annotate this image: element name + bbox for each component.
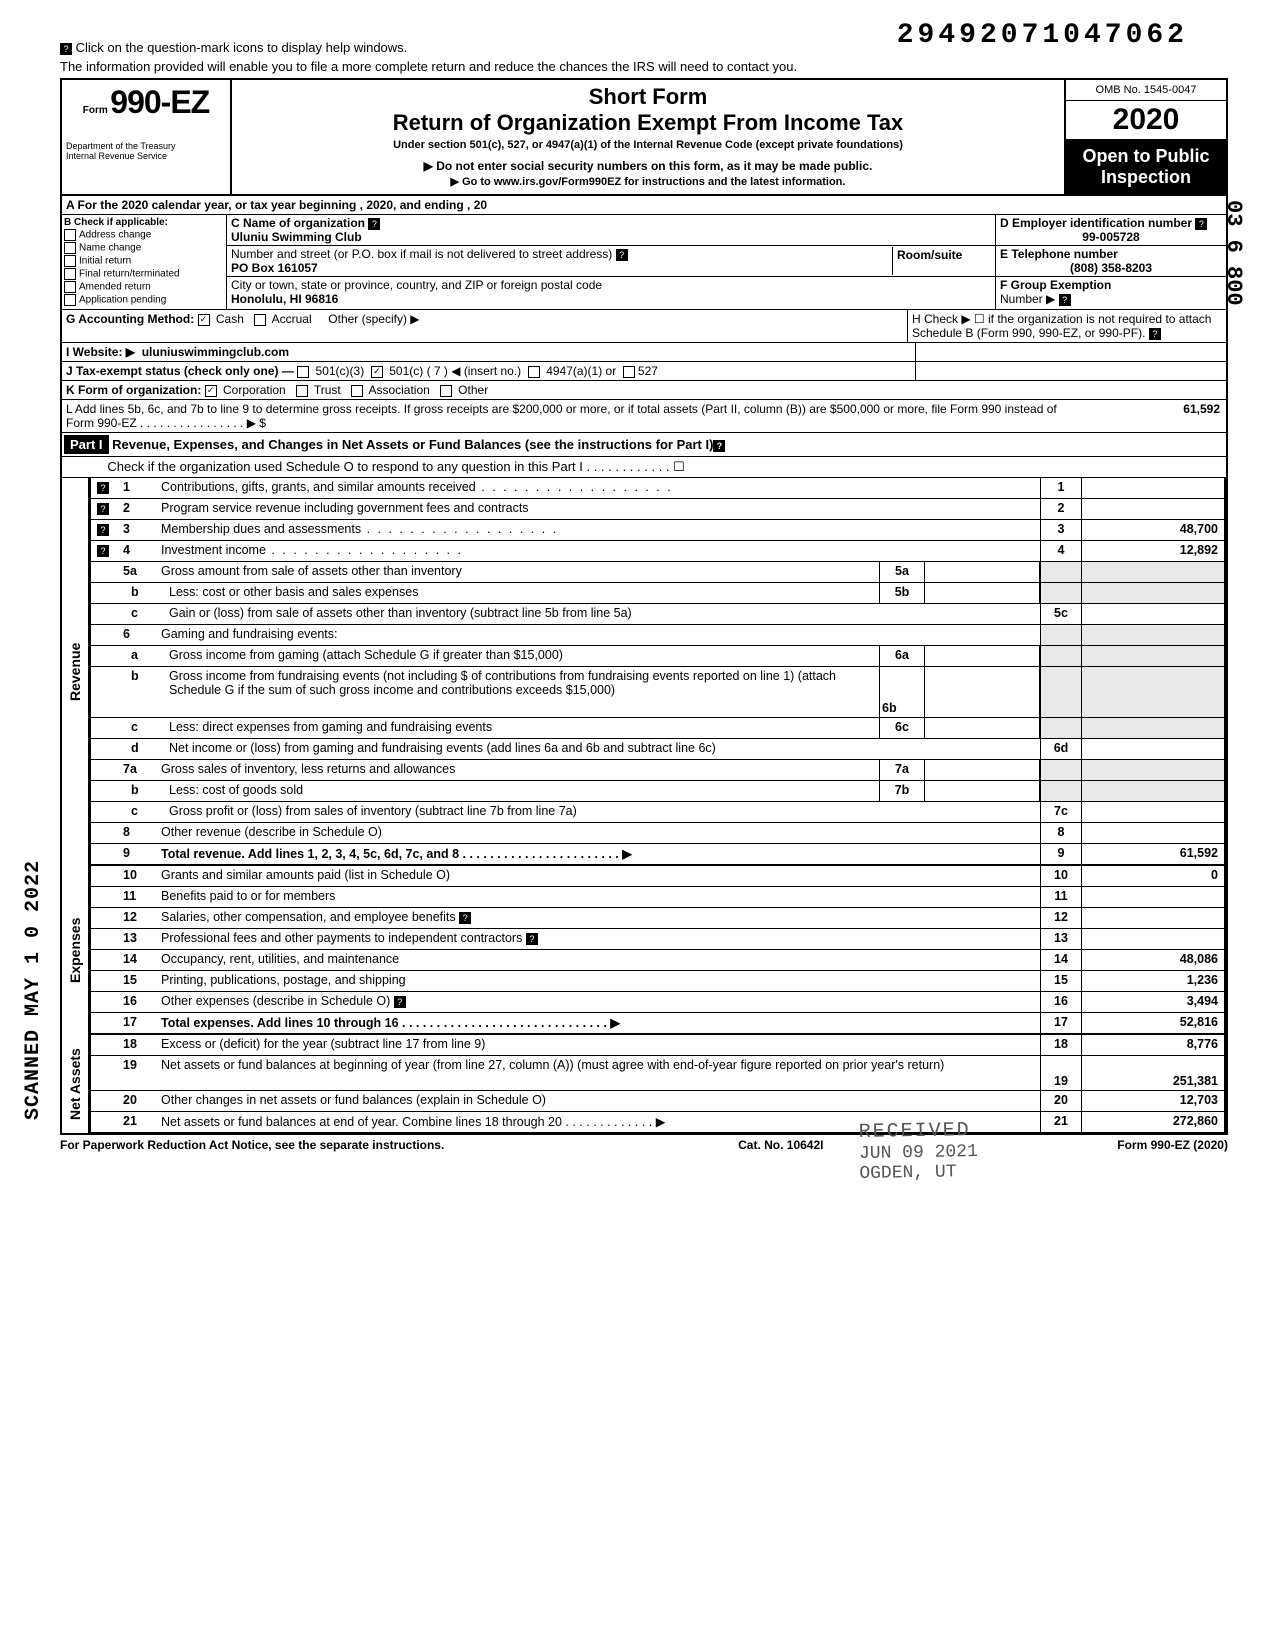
help-icon[interactable]: ?	[616, 249, 628, 261]
line-a: A For the 2020 calendar year, or tax yea…	[60, 196, 1228, 215]
f-number-label: Number ▶	[1000, 292, 1055, 306]
chk-amended-return[interactable]	[64, 281, 76, 293]
subtitle: Under section 501(c), 527, or 4947(a)(1)…	[242, 139, 1054, 151]
revenue-label: Revenue	[62, 478, 89, 866]
dln: 29492071047062	[897, 20, 1188, 51]
form-word: Form	[83, 105, 108, 116]
help-icon[interactable]: ?	[60, 43, 72, 55]
help-icon[interactable]: ?	[1149, 328, 1161, 340]
tax-year: 2020	[1066, 101, 1226, 140]
help-icon[interactable]: ?	[526, 933, 538, 945]
chk-initial-return[interactable]	[64, 255, 76, 267]
chk-cash[interactable]	[198, 314, 210, 326]
help-icon[interactable]: ?	[97, 545, 109, 557]
room-suite-label: Room/suite	[892, 247, 991, 275]
omb-number: OMB No. 1545-0047	[1066, 80, 1226, 101]
chk-association[interactable]	[351, 385, 363, 397]
dept-treasury: Department of the Treasury Internal Reve…	[66, 141, 226, 161]
open-to-public: Open to Public Inspection	[1066, 140, 1226, 194]
street: PO Box 161057	[231, 261, 318, 275]
chk-527[interactable]	[623, 366, 635, 378]
form-number: 990-EZ	[110, 84, 209, 120]
h-text: H Check ▶ ☐ if the organization is not r…	[912, 312, 1211, 340]
chk-final-return[interactable]	[64, 268, 76, 280]
help-icon[interactable]: ?	[97, 482, 109, 494]
k-label: K Form of organization:	[66, 383, 201, 397]
chk-name-change[interactable]	[64, 242, 76, 254]
title-return-org: Return of Organization Exempt From Incom…	[242, 110, 1054, 136]
d-label: D Employer identification number	[1000, 216, 1192, 230]
form-header: Form 990-EZ Department of the Treasury I…	[60, 78, 1228, 196]
help-icon[interactable]: ?	[459, 912, 471, 924]
j-label: J Tax-exempt status (check only one) —	[66, 364, 294, 378]
part-1-header: Part I Revenue, Expenses, and Changes in…	[60, 433, 1228, 457]
chk-trust[interactable]	[296, 385, 308, 397]
help-icon[interactable]: ?	[97, 524, 109, 536]
help-icon[interactable]: ?	[1195, 218, 1207, 230]
city: Honolulu, HI 96816	[231, 292, 338, 306]
chk-address-change[interactable]	[64, 229, 76, 241]
scanned-stamp: SCANNED MAY 1 0 2022	[22, 860, 45, 1120]
help-line-2: The information provided will enable you…	[60, 59, 1228, 74]
chk-app-pending[interactable]	[64, 294, 76, 306]
title-short-form: Short Form	[242, 84, 1054, 110]
l-value: 61,592	[1084, 400, 1226, 432]
part-1-check: Check if the organization used Schedule …	[60, 457, 1228, 478]
chk-501c3[interactable]	[297, 366, 309, 378]
chk-4947a1[interactable]	[528, 366, 540, 378]
section-b: B Check if applicable: Address change Na…	[62, 215, 227, 309]
help-icon[interactable]: ?	[713, 440, 725, 452]
help-icon[interactable]: ?	[1059, 294, 1071, 306]
net-assets-label: Net Assets	[62, 1035, 89, 1133]
side-marks: 03 6 800	[1221, 200, 1246, 306]
chk-other[interactable]	[440, 385, 452, 397]
chk-accrual[interactable]	[254, 314, 266, 326]
street-label: Number and street (or P.O. box if mail i…	[231, 247, 612, 261]
g-label: G Accounting Method:	[66, 312, 194, 326]
ein: 99-005728	[1000, 230, 1222, 244]
chk-501c[interactable]	[371, 366, 383, 378]
help-icon[interactable]: ?	[368, 218, 380, 230]
expenses-label: Expenses	[62, 866, 89, 1035]
l-text: L Add lines 5b, 6c, and 7b to line 9 to …	[66, 402, 1057, 430]
goto-url: ▶ Go to www.irs.gov/Form990EZ for instru…	[242, 175, 1054, 188]
org-name: Uluniu Swimming Club	[231, 230, 362, 244]
f-label: F Group Exemption	[1000, 278, 1111, 292]
e-label: E Telephone number	[1000, 247, 1118, 261]
i-label: I Website: ▶	[66, 345, 135, 359]
help-icon[interactable]: ?	[97, 503, 109, 515]
chk-corporation[interactable]	[205, 385, 217, 397]
c-label: C Name of organization	[231, 216, 365, 230]
website: uluniuswimmingclub.com	[142, 345, 289, 359]
footer: For Paperwork Reduction Act Notice, see …	[60, 1135, 1228, 1155]
phone: (808) 358-8203	[1000, 261, 1222, 275]
city-label: City or town, state or province, country…	[231, 278, 602, 292]
ssn-note: ▶ Do not enter social security numbers o…	[242, 159, 1054, 173]
help-icon[interactable]: ?	[394, 996, 406, 1008]
